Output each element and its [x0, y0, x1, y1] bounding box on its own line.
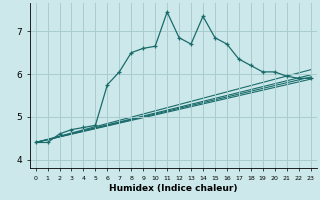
X-axis label: Humidex (Indice chaleur): Humidex (Indice chaleur)	[109, 184, 237, 193]
